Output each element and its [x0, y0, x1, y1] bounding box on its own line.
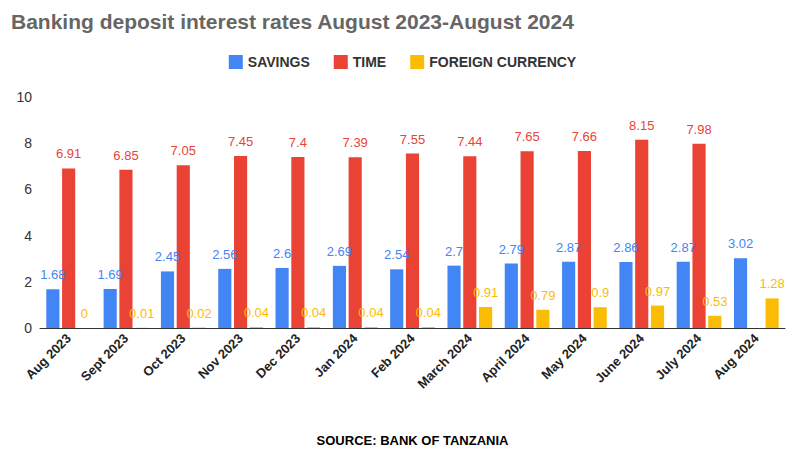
svg-text:1.68: 1.68 [40, 267, 65, 282]
svg-text:0.02: 0.02 [186, 306, 211, 321]
svg-text:Aug 2024: Aug 2024 [710, 330, 762, 382]
svg-text:Aug 2023: Aug 2023 [23, 331, 74, 382]
svg-text:0.79: 0.79 [530, 288, 555, 303]
svg-text:10: 10 [16, 89, 32, 105]
svg-text:8.15: 8.15 [629, 118, 654, 133]
svg-text:2.54: 2.54 [384, 247, 409, 262]
svg-text:SOURCE: BANK OF TANZANIA: SOURCE: BANK OF TANZANIA [317, 433, 509, 448]
svg-text:1.69: 1.69 [98, 267, 123, 282]
svg-text:2.87: 2.87 [671, 240, 696, 255]
svg-text:0.53: 0.53 [702, 294, 727, 309]
svg-text:7.66: 7.66 [572, 129, 597, 144]
svg-text:TIME: TIME [353, 54, 386, 70]
svg-text:2.79: 2.79 [499, 242, 524, 257]
svg-text:FOREIGN CURRENCY: FOREIGN CURRENCY [429, 54, 577, 70]
svg-text:2.6: 2.6 [273, 246, 291, 261]
svg-text:0.04: 0.04 [301, 305, 326, 320]
svg-text:0.91: 0.91 [473, 285, 498, 300]
svg-text:0: 0 [81, 306, 88, 321]
svg-text:2.69: 2.69 [327, 244, 352, 259]
svg-text:Banking deposit interest rates: Banking deposit interest rates August 20… [11, 10, 574, 33]
svg-text:Sept 2023: Sept 2023 [78, 331, 131, 384]
svg-text:2.87: 2.87 [556, 240, 581, 255]
svg-text:7.39: 7.39 [343, 135, 368, 150]
svg-text:3.02: 3.02 [728, 236, 753, 251]
svg-text:7.44: 7.44 [457, 134, 482, 149]
svg-text:7.98: 7.98 [686, 122, 711, 137]
svg-text:Jan 2024: Jan 2024 [311, 330, 361, 380]
svg-text:April 2024: April 2024 [478, 330, 533, 385]
svg-text:0.01: 0.01 [129, 306, 154, 321]
svg-text:Oct 2023: Oct 2023 [140, 331, 189, 380]
svg-text:2.7: 2.7 [445, 244, 463, 259]
svg-text:0.9: 0.9 [591, 285, 609, 300]
svg-text:7.45: 7.45 [228, 134, 253, 149]
svg-text:Dec 2023: Dec 2023 [253, 331, 303, 381]
svg-text:7.05: 7.05 [171, 143, 196, 158]
svg-text:4: 4 [24, 228, 32, 244]
svg-text:2.86: 2.86 [613, 240, 638, 255]
svg-text:0.97: 0.97 [645, 284, 670, 299]
svg-text:July 2024: July 2024 [652, 330, 705, 383]
svg-text:2.45: 2.45 [155, 249, 180, 264]
svg-text:June 2024: June 2024 [592, 330, 648, 386]
svg-text:2.56: 2.56 [212, 247, 237, 262]
svg-text:Feb 2024: Feb 2024 [368, 330, 418, 380]
svg-text:0.04: 0.04 [358, 305, 383, 320]
svg-text:0.04: 0.04 [244, 305, 269, 320]
svg-text:May 2024: May 2024 [538, 330, 590, 382]
svg-text:7.65: 7.65 [514, 129, 539, 144]
svg-text:6.91: 6.91 [56, 146, 81, 161]
svg-text:1.28: 1.28 [759, 276, 784, 291]
svg-text:2: 2 [24, 274, 32, 290]
svg-text:0.04: 0.04 [416, 305, 441, 320]
svg-text:SAVINGS: SAVINGS [248, 54, 310, 70]
svg-text:7.55: 7.55 [400, 132, 425, 147]
svg-text:6.85: 6.85 [113, 148, 138, 163]
svg-text:0: 0 [24, 320, 32, 336]
svg-text:6: 6 [24, 181, 32, 197]
svg-text:8: 8 [24, 135, 32, 151]
svg-text:Nov 2023: Nov 2023 [195, 331, 246, 382]
svg-text:March 2024: March 2024 [414, 330, 475, 391]
svg-text:7.4: 7.4 [289, 135, 307, 150]
